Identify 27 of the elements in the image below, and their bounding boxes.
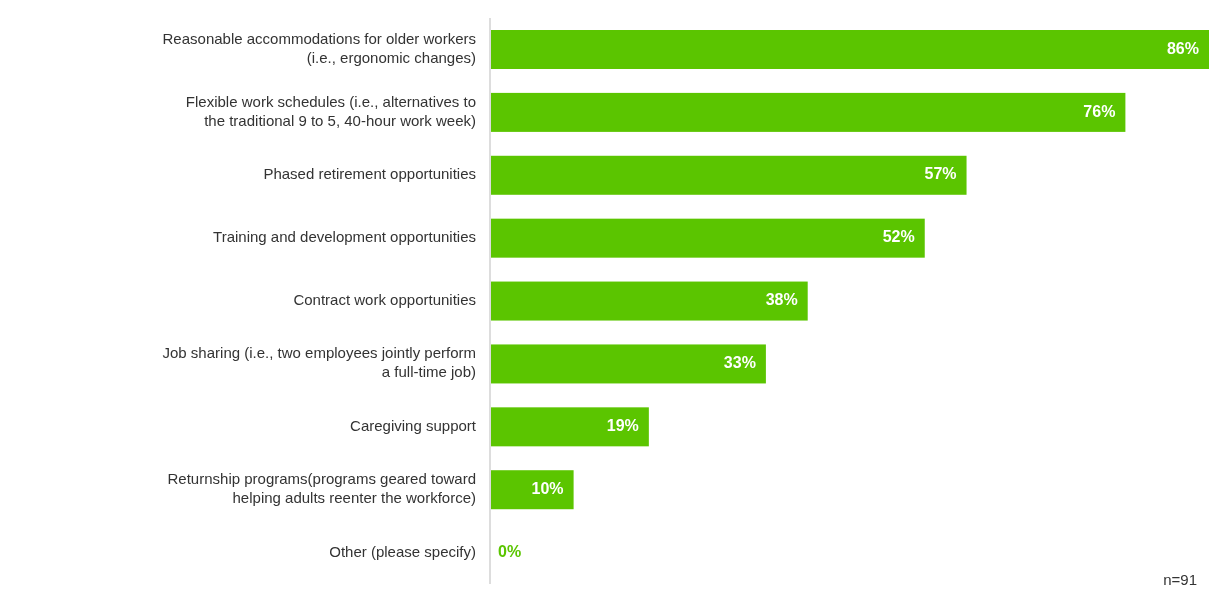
bar [490,92,1126,132]
bar [490,281,808,321]
data-label: 33% [723,354,756,372]
bar [490,407,649,447]
data-label: 57% [924,165,957,183]
bar [490,155,967,195]
bar [490,344,766,384]
data-label: 38% [765,291,798,309]
data-label: 76% [1083,102,1116,120]
bar [490,470,574,510]
y-tick-label: Returnship programs(programs geared toward helping adults reenter the workforce) [167,470,476,507]
data-label: 0% [498,542,522,560]
y-tick-label: Job sharing (i.e., two employees jointly perform a full-time job) [162,344,476,381]
data-label: 19% [606,417,639,435]
data-label: 52% [882,228,915,246]
y-tick-label: Contract work opportunities [293,290,476,308]
y-tick-label: Other (please specify) [329,542,476,560]
y-tick-label: Phased retirement opportunities [263,165,476,183]
y-tick-label: Caregiving support [350,416,477,434]
y-tick-label: Flexible work schedules (i.e., alternatives to the traditional 9 to 5, 40-hour work week) [185,92,476,129]
y-tick-label: Reasonable accommodations for older workers (i.e., ergonomic changes) [162,29,476,66]
y-tick-label: Training and development opportunities [213,228,476,246]
data-label: 86% [1166,39,1199,57]
data-label: 10% [531,479,564,497]
bar [490,30,1209,69]
annotation: n=91 [1163,571,1197,588]
bar [490,218,925,258]
